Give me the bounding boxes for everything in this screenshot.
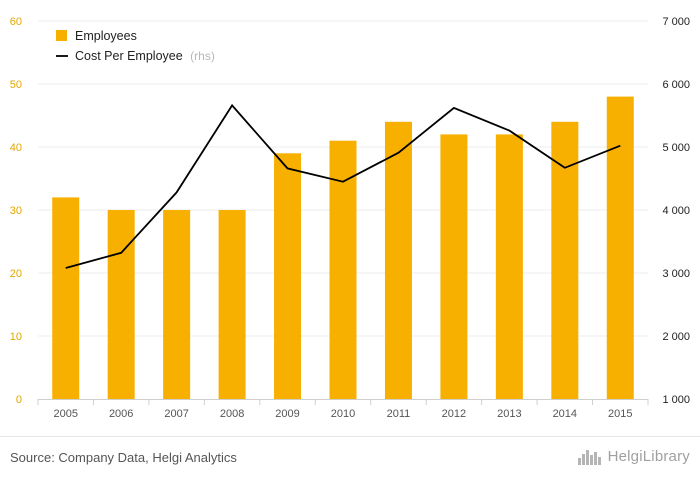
x-tick-label: 2008 [220,408,244,420]
right-tick-label: 4 000 [662,205,690,217]
helgi-library-logo: HelgiLibrary [577,448,690,465]
employees-bar [218,210,246,399]
employees-bar [274,153,302,399]
source-note: Source: Company Data, Helgi Analytics [10,450,237,465]
employees-bar [163,210,191,399]
left-tick-label: 10 [10,331,22,343]
employees-bar [495,134,523,399]
x-axis: 2005 2006 2007 2008 2009 2010 2011 2012 2013 2014… [37,399,649,420]
employees-bar [329,140,357,399]
legend-cost-label: Cost Per Employee [75,49,183,63]
left-tick-label: 20 [10,268,22,280]
cost-per-employee-polyline [65,103,621,269]
right-tick-label: 7 000 [662,16,690,28]
x-tick-label: 2009 [275,408,299,420]
employees-bar [107,210,135,399]
right-tick-label: 5 000 [662,142,690,154]
x-tick-label: 2010 [331,408,355,420]
employees-bars [52,96,634,400]
right-tick-label: 1 000 [662,394,690,406]
x-tick-label: 2015 [608,408,632,420]
city-skyline-icon [577,449,601,465]
chart: 0 10 20 30 40 50 60 1 000 2 000 3 000 4 000 5 000 6… [10,16,690,420]
x-tick-label: 2014 [553,408,577,420]
legend-employees-label: Employees [75,29,137,43]
x-tick-label: 2011 [387,408,411,420]
footer-divider [0,436,700,437]
left-axis: 0 10 20 30 40 50 60 [10,16,22,406]
left-tick-label: 40 [10,142,22,154]
right-tick-label: 6 000 [662,79,690,91]
left-tick-label: 60 [10,16,22,28]
employees-bar [52,197,80,399]
employees-bar [440,134,468,399]
x-tick-label: 2013 [497,408,521,420]
employees-bar [606,96,634,399]
x-tick-label: 2012 [442,408,466,420]
left-tick-label: 30 [10,205,22,217]
legend-employees-swatch [56,30,67,41]
cost-per-employee-line [65,103,621,269]
logo-text: HelgiLibrary [607,448,690,465]
right-axis: 1 000 2 000 3 000 4 000 5 000 6 000 7 000 [662,16,690,406]
left-tick-label: 50 [10,79,22,91]
legend-cost-suffix: (rhs) [190,49,215,63]
left-tick-label: 0 [16,394,22,406]
right-tick-label: 3 000 [662,268,690,280]
svg-text:Cost Per Employee (rhs): Cost Per Employee (rhs) [75,49,215,63]
x-tick-label: 2007 [164,408,188,420]
legend: Employees Cost Per Employee (rhs) [56,29,215,63]
right-tick-label: 2 000 [662,331,690,343]
employees-bar [384,121,412,400]
x-tick-label: 2006 [109,408,133,420]
x-tick-label: 2005 [53,408,77,420]
